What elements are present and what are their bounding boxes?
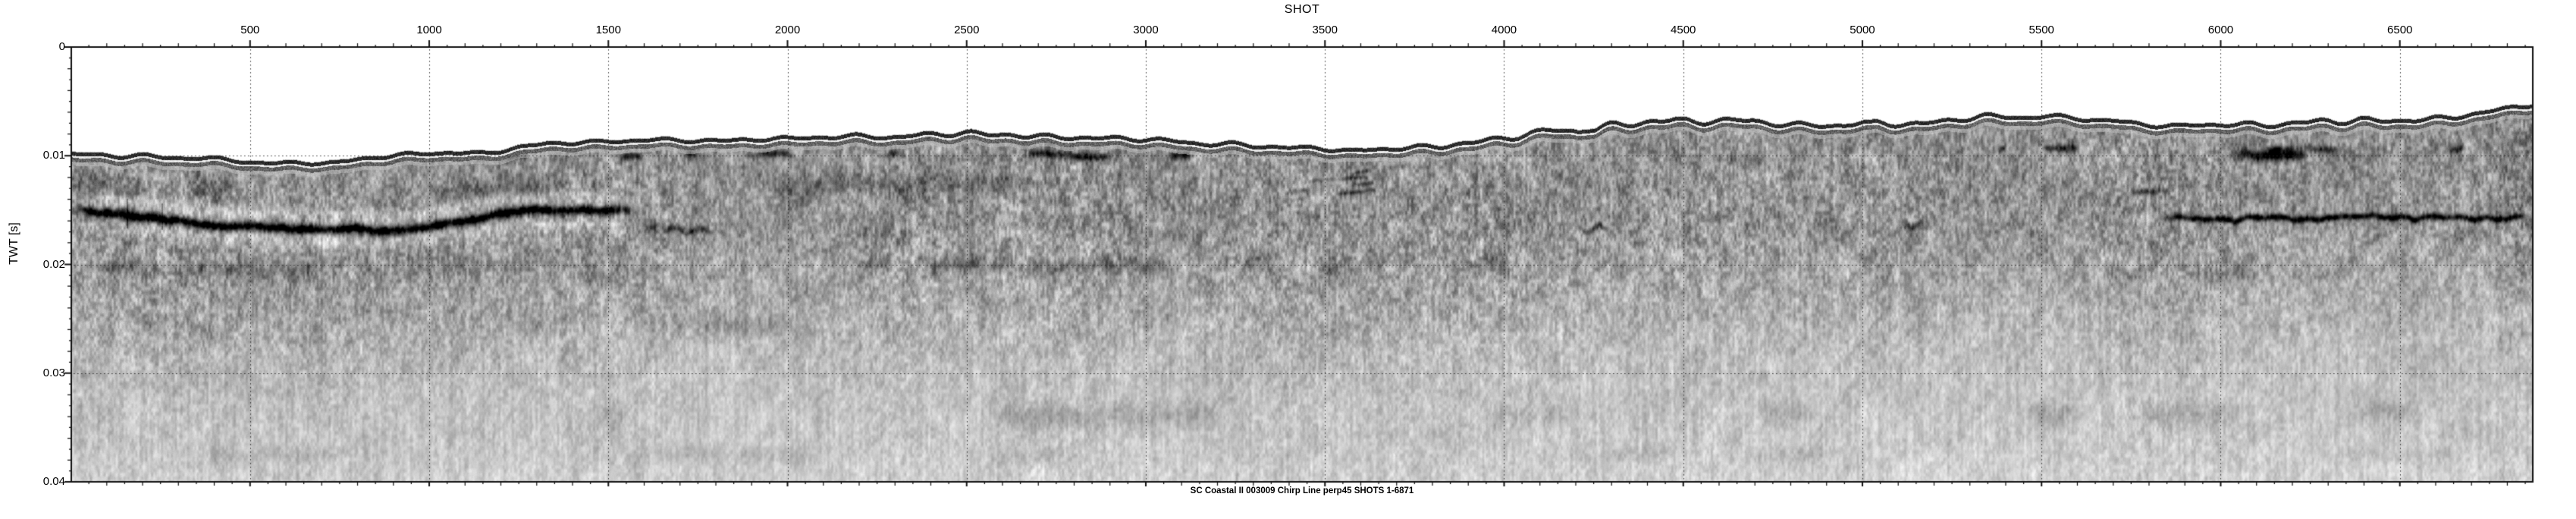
x-tick-label: 3500 xyxy=(1312,24,1338,36)
x-tick-label: 4000 xyxy=(1491,24,1517,36)
y-tick-label: 0.02 xyxy=(42,257,65,271)
x-tick-label: 5500 xyxy=(2028,24,2054,36)
x-tick-label: 2000 xyxy=(774,24,801,36)
x-tick-label: 6000 xyxy=(2207,24,2234,36)
figure-caption: SC Coastal II 003009 Chirp Line perp45 S… xyxy=(1190,486,1414,495)
x-tick-label: 500 xyxy=(240,24,260,36)
x-tick-label: 2500 xyxy=(954,24,980,36)
x-axis-title: SHOT xyxy=(1284,3,1320,16)
x-tick-label: 3000 xyxy=(1133,24,1159,36)
y-tick-label: 0.03 xyxy=(42,366,65,379)
y-tick-label: 0 xyxy=(58,40,65,53)
x-tick-label: 1500 xyxy=(595,24,621,36)
x-tick-label: 1000 xyxy=(416,24,442,36)
y-tick-label: 0.04 xyxy=(42,475,65,488)
x-tick-label: 5000 xyxy=(1850,24,1875,36)
x-tick-label: 6500 xyxy=(2387,24,2413,36)
x-tick-label: 4500 xyxy=(1671,24,1696,36)
y-tick-label: 0.01 xyxy=(42,149,65,162)
